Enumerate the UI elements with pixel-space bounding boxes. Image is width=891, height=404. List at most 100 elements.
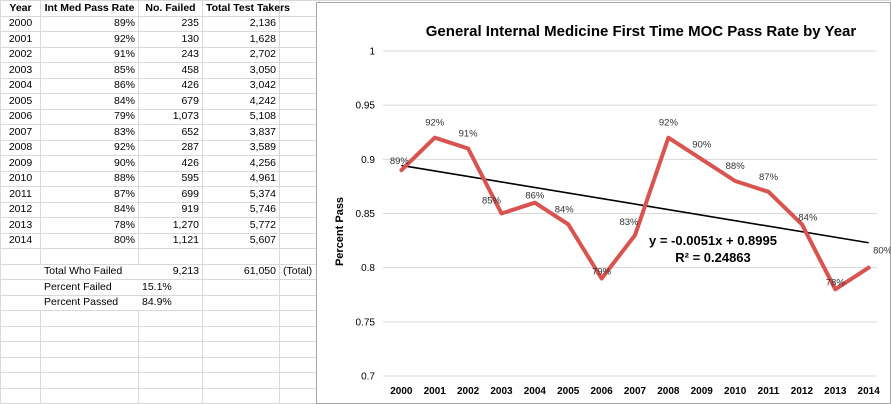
sheet-cell-empty[interactable] xyxy=(138,310,203,327)
cell-takers[interactable]: 5,607 xyxy=(202,232,280,249)
total-note[interactable]: (Total) xyxy=(279,263,320,280)
label-total-who-failed[interactable]: Total Who Failed xyxy=(40,263,139,280)
sheet-cell-empty[interactable] xyxy=(279,186,320,203)
cell-year[interactable]: 2006 xyxy=(0,108,41,125)
sheet-cell-empty[interactable] xyxy=(138,341,203,358)
sheet-cell-empty[interactable] xyxy=(279,155,320,172)
header-takers[interactable]: Total Test Takers xyxy=(202,0,290,17)
sheet-cell-empty[interactable] xyxy=(0,310,41,327)
sheet-cell-empty[interactable] xyxy=(40,372,139,389)
value-percent-passed[interactable]: 84.9% xyxy=(138,294,203,311)
cell-failed[interactable]: 130 xyxy=(138,31,203,48)
sheet-cell-empty[interactable] xyxy=(0,263,41,280)
cell-takers[interactable]: 5,746 xyxy=(202,201,280,218)
cell-takers[interactable]: 4,961 xyxy=(202,170,280,187)
sheet-cell-empty[interactable] xyxy=(279,294,320,311)
cell-year[interactable]: 2009 xyxy=(0,155,41,172)
cell-year[interactable]: 2010 xyxy=(0,170,41,187)
sheet-cell-empty[interactable] xyxy=(202,294,280,311)
cell-failed[interactable]: 458 xyxy=(138,62,203,79)
chart-panel[interactable]: General Internal Medicine First Time MOC… xyxy=(316,2,891,404)
sheet-cell-empty[interactable] xyxy=(40,310,139,327)
header-pass-rate[interactable]: Int Med Pass Rate xyxy=(40,0,139,17)
sheet-cell-empty[interactable] xyxy=(40,356,139,373)
cell-pass-rate[interactable]: 92% xyxy=(40,139,139,156)
sheet-cell-empty[interactable] xyxy=(279,124,320,141)
cell-failed[interactable]: 426 xyxy=(138,155,203,172)
cell-year[interactable]: 2008 xyxy=(0,139,41,156)
cell-takers[interactable]: 5,374 xyxy=(202,186,280,203)
sheet-cell-empty[interactable] xyxy=(202,310,280,327)
value-total-takers[interactable]: 61,050 xyxy=(202,263,280,280)
cell-pass-rate[interactable]: 88% xyxy=(40,170,139,187)
sheet-cell-empty[interactable] xyxy=(279,310,320,327)
sheet-cell-empty[interactable] xyxy=(279,62,320,79)
sheet-cell-empty[interactable] xyxy=(202,356,280,373)
sheet-cell-empty[interactable] xyxy=(279,139,320,156)
value-percent-failed[interactable]: 15.1% xyxy=(138,279,203,296)
cell-year[interactable]: 2004 xyxy=(0,77,41,94)
cell-failed[interactable]: 679 xyxy=(138,93,203,110)
sheet-cell-empty[interactable] xyxy=(40,387,139,404)
cell-pass-rate[interactable]: 79% xyxy=(40,108,139,125)
sheet-cell-empty[interactable] xyxy=(0,325,41,342)
cell-failed[interactable]: 287 xyxy=(138,139,203,156)
sheet-cell-empty[interactable] xyxy=(0,387,41,404)
cell-pass-rate[interactable]: 90% xyxy=(40,155,139,172)
cell-failed[interactable]: 1,121 xyxy=(138,232,203,249)
sheet-cell-empty[interactable] xyxy=(279,279,320,296)
cell-pass-rate[interactable]: 84% xyxy=(40,93,139,110)
cell-failed[interactable]: 1,270 xyxy=(138,217,203,234)
sheet-cell-empty[interactable] xyxy=(40,341,139,358)
cell-takers[interactable]: 4,242 xyxy=(202,93,280,110)
cell-failed[interactable]: 595 xyxy=(138,170,203,187)
sheet-cell-empty[interactable] xyxy=(138,372,203,389)
cell-failed[interactable]: 699 xyxy=(138,186,203,203)
sheet-cell-empty[interactable] xyxy=(40,248,139,265)
cell-takers[interactable]: 3,050 xyxy=(202,62,280,79)
sheet-cell-empty[interactable] xyxy=(279,217,320,234)
cell-takers[interactable]: 5,108 xyxy=(202,108,280,125)
sheet-cell-empty[interactable] xyxy=(279,93,320,110)
sheet-cell-empty[interactable] xyxy=(279,201,320,218)
sheet-cell-empty[interactable] xyxy=(138,387,203,404)
sheet-cell-empty[interactable] xyxy=(279,248,320,265)
cell-year[interactable]: 2014 xyxy=(0,232,41,249)
cell-year[interactable]: 2005 xyxy=(0,93,41,110)
cell-pass-rate[interactable]: 91% xyxy=(40,46,139,63)
cell-pass-rate[interactable]: 78% xyxy=(40,217,139,234)
cell-pass-rate[interactable]: 87% xyxy=(40,186,139,203)
cell-year[interactable]: 2012 xyxy=(0,201,41,218)
cell-takers[interactable]: 5,772 xyxy=(202,217,280,234)
sheet-cell-empty[interactable] xyxy=(202,248,280,265)
sheet-cell-empty[interactable] xyxy=(0,279,41,296)
header-year[interactable]: Year xyxy=(0,0,41,17)
cell-year[interactable]: 2007 xyxy=(0,124,41,141)
cell-failed[interactable]: 652 xyxy=(138,124,203,141)
cell-takers[interactable]: 3,589 xyxy=(202,139,280,156)
sheet-cell-empty[interactable] xyxy=(0,248,41,265)
cell-pass-rate[interactable]: 83% xyxy=(40,124,139,141)
sheet-cell-empty[interactable] xyxy=(279,372,320,389)
cell-year[interactable]: 2003 xyxy=(0,62,41,79)
sheet-cell-empty[interactable] xyxy=(202,372,280,389)
cell-pass-rate[interactable]: 80% xyxy=(40,232,139,249)
cell-takers[interactable]: 1,628 xyxy=(202,31,280,48)
sheet-cell-empty[interactable] xyxy=(202,387,280,404)
sheet-cell-empty[interactable] xyxy=(279,232,320,249)
label-percent-failed[interactable]: Percent Failed xyxy=(40,279,139,296)
sheet-cell-empty[interactable] xyxy=(40,325,139,342)
label-percent-passed[interactable]: Percent Passed xyxy=(40,294,139,311)
cell-takers[interactable]: 4,256 xyxy=(202,155,280,172)
sheet-cell-empty[interactable] xyxy=(279,108,320,125)
value-total-who-failed[interactable]: 9,213 xyxy=(138,263,203,280)
header-failed[interactable]: No. Failed xyxy=(138,0,203,17)
sheet-cell-empty[interactable] xyxy=(279,170,320,187)
cell-year[interactable]: 2000 xyxy=(0,15,41,32)
cell-pass-rate[interactable]: 92% xyxy=(40,31,139,48)
sheet-cell-empty[interactable] xyxy=(202,341,280,358)
cell-takers[interactable]: 3,837 xyxy=(202,124,280,141)
sheet-cell-empty[interactable] xyxy=(279,15,320,32)
cell-year[interactable]: 2002 xyxy=(0,46,41,63)
cell-year[interactable]: 2011 xyxy=(0,186,41,203)
